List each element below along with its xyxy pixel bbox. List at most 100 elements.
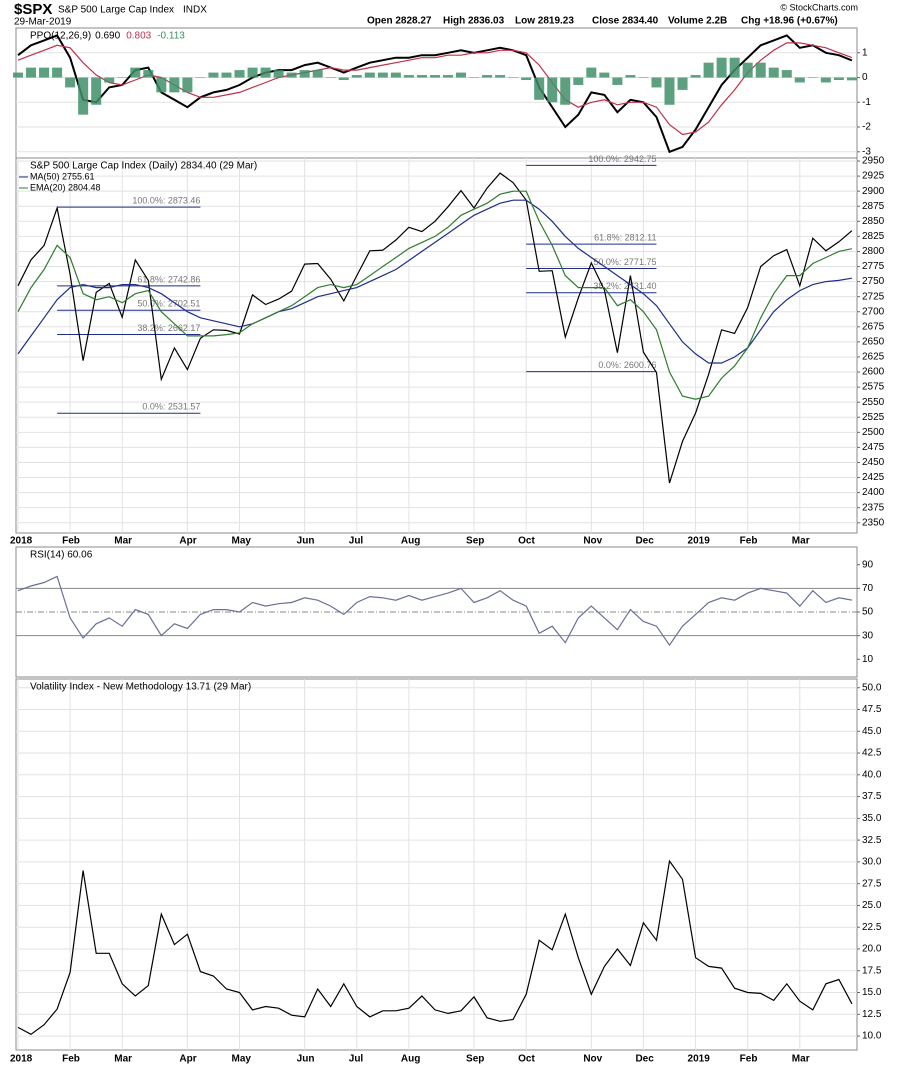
histogram-bar [325, 77, 336, 79]
fib-label: 50.0%: 2702.51 [137, 299, 200, 309]
y-tick-label: 2825 [862, 231, 885, 242]
fib-label: 0.0%: 2600.76 [598, 360, 656, 370]
histogram-bar [521, 77, 532, 80]
histogram-bar [39, 67, 50, 78]
x-tick-label: Jul [349, 536, 364, 547]
fib-label: 38.2%: 2731.40 [593, 281, 656, 291]
histogram-bar [78, 77, 89, 115]
legend-entry: 0.690 [95, 31, 120, 42]
histogram-bar [742, 62, 753, 78]
x-tick-label: Nov [583, 536, 602, 547]
panel-title: RSI(14) 60.06 [30, 550, 93, 561]
close: Close 2834.40 [592, 16, 659, 27]
fib-label: 100.0%: 2942.75 [588, 154, 656, 164]
series-line [17, 42, 853, 136]
histogram-bar [456, 72, 467, 78]
histogram-bar [338, 77, 349, 80]
y-tick-label: 2725 [862, 291, 885, 302]
histogram-bar [299, 70, 310, 78]
histogram-bar [495, 75, 506, 78]
y-tick-label: 30 [862, 630, 874, 641]
histogram-bar [612, 77, 623, 85]
y-tick-label: 2425 [862, 472, 885, 483]
y-tick-label: 70 [862, 583, 874, 594]
y-tick-label: 2350 [862, 517, 885, 528]
fib-label: 61.8%: 2742.86 [137, 274, 200, 284]
histogram-bar [104, 77, 115, 83]
fib-label: 61.8%: 2812.11 [594, 233, 656, 243]
histogram-bar [377, 72, 388, 78]
histogram-bar [65, 77, 76, 88]
y-tick-label: 2475 [862, 442, 885, 453]
histogram-bar [638, 77, 649, 79]
histogram-bar [156, 77, 167, 93]
fib-label: 0.0%: 2531.57 [142, 402, 200, 412]
y-tick-label: 42.5 [862, 748, 882, 759]
y-tick-label: 27.5 [862, 878, 882, 889]
exchange: INDX [183, 5, 207, 16]
y-tick-label: 2675 [862, 321, 885, 332]
histogram-bar [208, 72, 219, 78]
histogram-bar [273, 70, 284, 78]
x-tick-label: Sep [466, 536, 484, 547]
histogram-bar [442, 75, 453, 78]
histogram-bar [312, 70, 323, 78]
high: High 2836.03 [443, 16, 505, 27]
y-tick-label: 15.0 [862, 987, 882, 998]
x-tick-label: 2018 [10, 536, 33, 547]
x-tick-label: Dec [635, 1054, 654, 1065]
y-tick-label: 2650 [862, 337, 885, 348]
histogram-bar [403, 75, 414, 78]
histogram-bar [599, 72, 610, 78]
series-line [17, 190, 853, 400]
histogram-bar [26, 67, 37, 78]
histogram-bar [664, 77, 675, 105]
y-tick-label: 2950 [862, 156, 885, 167]
histogram-bar [52, 67, 63, 78]
histogram-bar [482, 75, 493, 78]
histogram-bar [169, 77, 180, 93]
y-tick-label: 2750 [862, 276, 885, 287]
y-tick-label: 50.0 [862, 682, 882, 693]
x-tick-label: Oct [518, 1054, 535, 1065]
y-tick-label: 2850 [862, 216, 885, 227]
legend-entry: -0.113 [157, 31, 185, 42]
y-tick-label: 2875 [862, 201, 885, 212]
y-tick-label: 2775 [862, 261, 885, 272]
histogram-bar [429, 75, 440, 78]
y-tick-label: 17.5 [862, 965, 882, 976]
y-tick-label: 20.0 [862, 944, 882, 955]
series-line [17, 575, 853, 647]
fib-label: 50.0%: 2771.75 [593, 257, 656, 267]
x-tick-label: Mar [114, 536, 132, 547]
x-tick-label: Feb [740, 536, 758, 547]
y-tick-label: 2375 [862, 502, 885, 513]
symbol: $SPX [14, 1, 52, 18]
x-tick-label: Nov [583, 1054, 602, 1065]
x-tick-label: 2018 [10, 1054, 33, 1065]
x-tick-label: Dec [635, 536, 654, 547]
security-name: S&P 500 Large Cap Index [58, 5, 174, 16]
y-tick-label: 50 [862, 607, 874, 618]
x-tick-label: Feb [740, 1054, 758, 1065]
y-tick-label: 25.0 [862, 900, 882, 911]
histogram-bar [143, 70, 154, 78]
y-tick-label: 35.0 [862, 813, 882, 824]
x-tick-label: Mar [792, 536, 810, 547]
x-tick-label: Apr [179, 1054, 196, 1065]
y-tick-label: 30.0 [862, 857, 882, 868]
y-tick-label: 2575 [862, 382, 885, 393]
y-tick-label: 32.5 [862, 835, 882, 846]
histogram-bar [794, 77, 805, 83]
panel-frame [15, 157, 858, 534]
histogram-bar [651, 77, 662, 88]
x-tick-label: Mar [792, 1054, 810, 1065]
panel-title: S&P 500 Large Cap Index (Daily) 2834.40 … [30, 161, 257, 172]
histogram-bar [117, 77, 128, 79]
histogram-bar [469, 77, 480, 79]
fib-label: 100.0%: 2873.46 [132, 196, 200, 206]
date: 29-Mar-2019 [14, 17, 72, 28]
y-tick-label: 2800 [862, 246, 885, 257]
x-tick-label: Mar [114, 1054, 132, 1065]
